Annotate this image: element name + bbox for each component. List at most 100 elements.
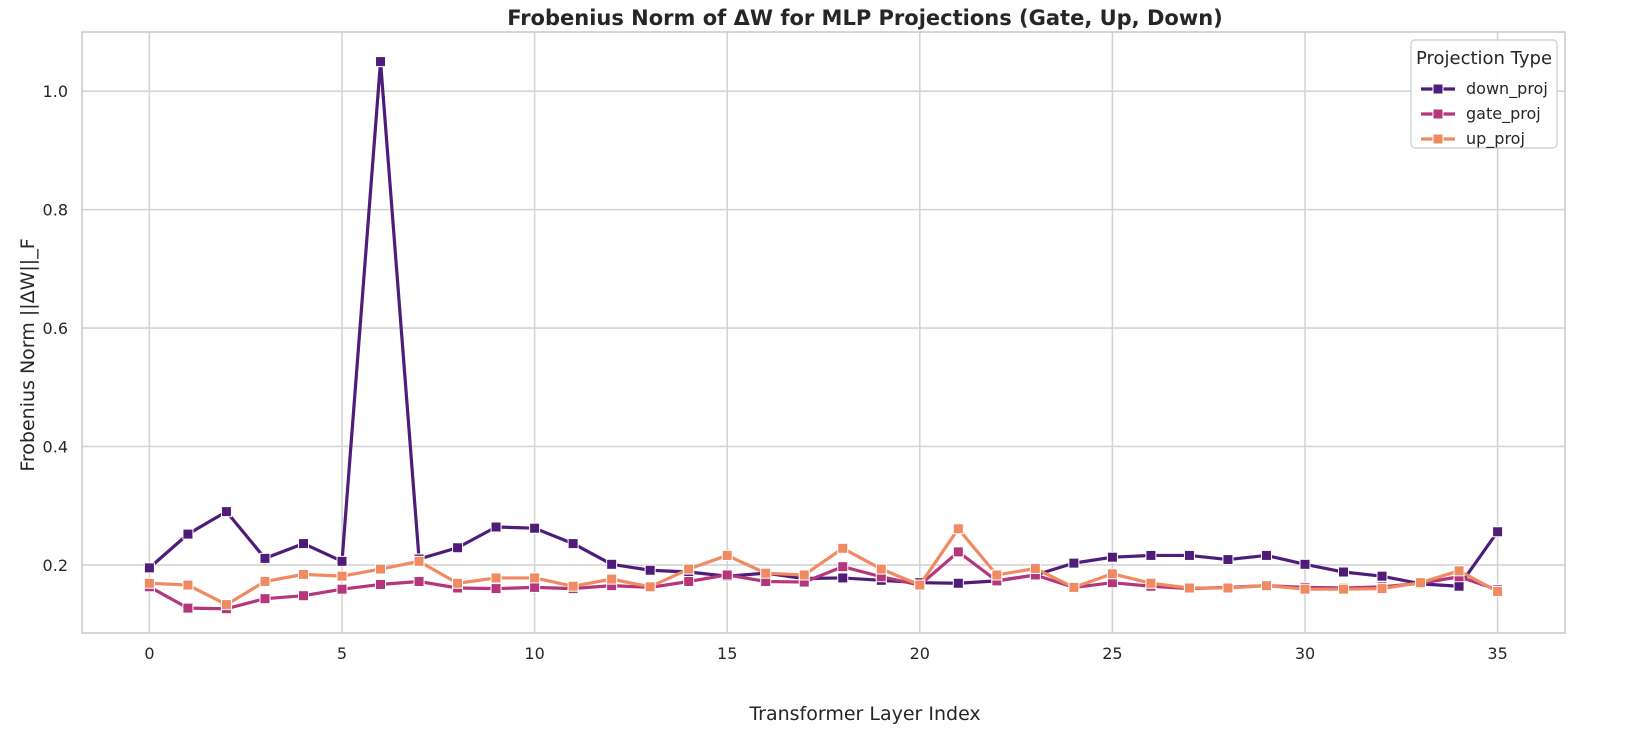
data-point-down_proj [490, 521, 502, 533]
data-point-up_proj [991, 569, 1003, 581]
data-point-down_proj [1453, 580, 1465, 592]
data-point-up_proj [1068, 581, 1080, 593]
data-point-up_proj [837, 542, 849, 554]
data-point-down_proj [375, 56, 387, 68]
data-point-down_proj [220, 506, 232, 518]
legend-label: down_proj [1466, 79, 1548, 99]
data-point-up_proj [1453, 565, 1465, 577]
data-point-up_proj [875, 563, 887, 575]
data-point-up_proj [297, 568, 309, 580]
plot-frame [81, 31, 1566, 634]
legend-entry-down_proj: down_proj [1421, 79, 1548, 99]
data-point-up_proj [1029, 562, 1041, 574]
data-point-down_proj [452, 542, 464, 554]
data-point-up_proj [644, 581, 656, 593]
data-point-up_proj [490, 572, 502, 584]
y-tick-label: 0.6 [43, 319, 68, 338]
legend-entry-gate_proj: gate_proj [1421, 104, 1541, 124]
data-point-down_proj [297, 538, 309, 550]
data-point-down_proj [567, 538, 579, 550]
data-point-down_proj [1376, 570, 1388, 582]
data-point-up_proj [798, 569, 810, 581]
x-tick-label: 0 [144, 644, 154, 663]
y-tick-label: 0.4 [43, 437, 68, 456]
data-point-gate_proj [721, 569, 733, 581]
data-point-up_proj [336, 570, 348, 582]
data-point-up_proj [683, 563, 695, 575]
data-point-down_proj [644, 564, 656, 576]
legend-swatch-marker [1432, 133, 1444, 145]
x-axis-label: Transformer Layer Index [748, 703, 980, 725]
legend-swatch-marker [1432, 83, 1444, 95]
data-point-down_proj [1338, 566, 1350, 578]
y-tick-label: 0.8 [43, 201, 68, 220]
data-point-up_proj [606, 573, 618, 585]
data-point-up_proj [1492, 586, 1504, 598]
y-axis-label: Frobenius Norm ||ΔW||_F [17, 238, 39, 471]
data-point-up_proj [375, 563, 387, 575]
data-point-up_proj [1260, 580, 1272, 592]
legend-box [1410, 39, 1558, 149]
data-point-up_proj [529, 572, 541, 584]
plot-area: 0 5 10 15 20 25 30 35 0.2 0.4 0.6 0.8 1.0 [43, 31, 1566, 663]
data-point-up_proj [1376, 583, 1388, 595]
data-point-down_proj [143, 562, 155, 574]
y-tick-label: 0.2 [43, 556, 68, 575]
data-point-up_proj [413, 555, 425, 567]
data-point-up_proj [952, 523, 964, 535]
legend-label: gate_proj [1466, 104, 1541, 124]
data-point-up_proj [143, 577, 155, 589]
data-point-gate_proj [336, 583, 348, 595]
data-point-up_proj [182, 579, 194, 591]
data-point-down_proj [1492, 526, 1504, 538]
x-tick-label: 20 [910, 644, 930, 663]
data-point-up_proj [452, 577, 464, 589]
data-point-down_proj [1183, 549, 1195, 561]
x-tick-label: 30 [1295, 644, 1315, 663]
x-tick-label: 35 [1487, 644, 1507, 663]
data-point-gate_proj [413, 575, 425, 587]
data-point-gate_proj [182, 602, 194, 614]
x-tick-label: 25 [1102, 644, 1122, 663]
legend-entry-up_proj: up_proj [1421, 129, 1525, 149]
data-point-down_proj [259, 552, 271, 564]
data-point-up_proj [259, 575, 271, 587]
data-point-gate_proj [297, 590, 309, 602]
series-line-down_proj [147, 60, 1500, 588]
data-point-down_proj [1145, 549, 1157, 561]
data-point-down_proj [1260, 549, 1272, 561]
data-point-up_proj [220, 599, 232, 611]
data-point-down_proj [606, 558, 618, 570]
legend-title: Projection Type [1416, 48, 1552, 69]
data-point-up_proj [1222, 582, 1234, 594]
data-point-up_proj [1338, 583, 1350, 595]
data-point-gate_proj [683, 575, 695, 587]
legend: Projection Type down_proj gate_proj up_proj [1410, 39, 1558, 149]
data-point-gate_proj [375, 578, 387, 590]
data-point-down_proj [952, 577, 964, 589]
data-point-gate_proj [529, 581, 541, 593]
legend-swatch-marker [1432, 108, 1444, 120]
data-point-gate_proj [490, 583, 502, 595]
data-point-gate_proj [952, 546, 964, 558]
data-point-up_proj [1415, 577, 1427, 589]
data-point-down_proj [336, 555, 348, 567]
data-point-down_proj [1222, 554, 1234, 566]
data-point-gate_proj [259, 593, 271, 605]
data-point-down_proj [529, 522, 541, 534]
y-tick-label: 1.0 [43, 82, 68, 101]
data-point-up_proj [1106, 568, 1118, 580]
data-point-down_proj [1299, 558, 1311, 570]
data-point-down_proj [837, 572, 849, 584]
plot-background [82, 32, 1565, 633]
x-tick-label: 15 [717, 644, 737, 663]
data-point-down_proj [182, 528, 194, 540]
series-up_proj [143, 523, 1504, 611]
x-tick-label: 5 [337, 644, 347, 663]
data-point-up_proj [914, 579, 926, 591]
data-point-up_proj [1299, 583, 1311, 595]
data-point-gate_proj [837, 561, 849, 573]
data-point-up_proj [721, 549, 733, 561]
legend-label: up_proj [1466, 129, 1525, 149]
